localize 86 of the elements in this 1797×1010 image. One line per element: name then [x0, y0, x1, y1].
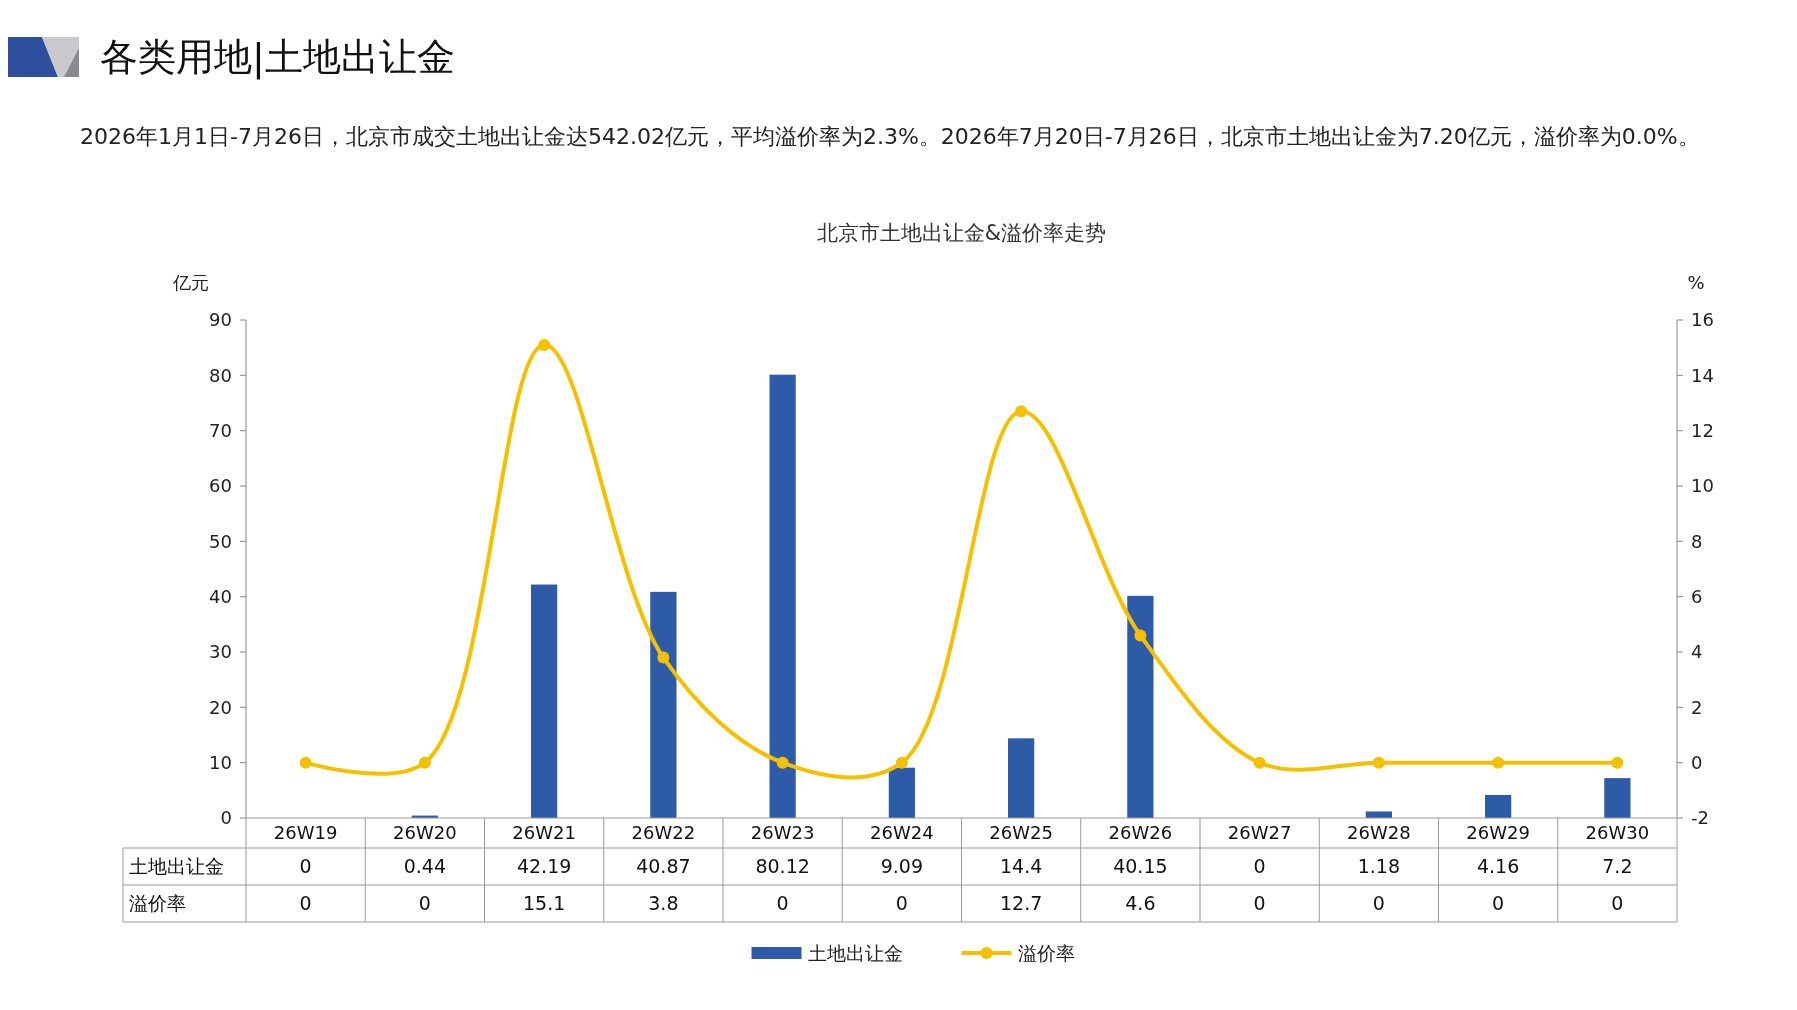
data-label: 7.2 [1602, 855, 1633, 878]
point [1372, 756, 1385, 769]
data-label: 1.18 [1357, 855, 1401, 878]
bar [1485, 794, 1512, 818]
bar [1365, 811, 1392, 818]
data-label: 15.1 [522, 892, 566, 915]
point [1253, 756, 1266, 769]
data-label: 40.87 [636, 855, 691, 878]
x-tick-label: 26W23 [750, 822, 815, 844]
x-tick-label: 26W27 [1227, 822, 1292, 844]
y2-tick-label: -2 [1691, 807, 1709, 829]
y2-tick-label: 0 [1691, 751, 1703, 773]
data-label: 0 [1253, 855, 1266, 878]
point [1015, 405, 1028, 418]
y2-tick-label: 12 [1691, 419, 1714, 441]
data-label: 0 [776, 892, 789, 915]
data-label: 0 [1253, 892, 1266, 915]
point [1134, 629, 1147, 642]
bar [650, 591, 677, 818]
point [776, 756, 789, 769]
x-tick-label: 26W30 [1585, 822, 1650, 844]
data-label: 0 [299, 855, 312, 878]
y-tick-label: 60 [209, 475, 232, 497]
text: 溢价率 [129, 892, 186, 915]
x-tick-label: 26W19 [273, 822, 338, 844]
y2-tick-label: 4 [1691, 641, 1703, 663]
y2-tick-label: 14 [1691, 364, 1714, 386]
x-tick-label: 26W26 [1108, 822, 1173, 844]
data-label: 0 [1611, 892, 1624, 915]
point [299, 756, 312, 769]
data-label: 80.12 [755, 855, 810, 878]
data-label: 0 [1492, 892, 1505, 915]
bar [531, 584, 558, 818]
y-tick-label: 50 [209, 530, 232, 552]
y2-axis-title: % [1687, 272, 1705, 293]
bar [1604, 778, 1631, 818]
data-label: 0 [418, 892, 431, 915]
bar [888, 767, 915, 818]
bar [1127, 595, 1154, 818]
x-tick-label: 26W20 [393, 822, 457, 844]
point [657, 651, 670, 664]
point [1611, 756, 1624, 769]
x-tick-label: 26W21 [512, 822, 576, 844]
x-tick-label: 26W29 [1466, 822, 1530, 844]
point [418, 756, 431, 769]
data-label: 9.09 [880, 855, 924, 878]
bar [1008, 738, 1035, 818]
x-tick-label: 26W24 [870, 822, 934, 844]
y2-tick-label: 2 [1691, 696, 1703, 718]
data-label: 40.15 [1113, 855, 1168, 878]
data-label: 14.4 [999, 855, 1043, 878]
point [895, 756, 908, 769]
y-tick-label: 30 [209, 641, 232, 663]
y-tick-label: 0 [220, 807, 232, 829]
y-tick-label: 20 [209, 696, 232, 718]
legend-label: 土地出让金 [807, 941, 903, 964]
data-label: 0 [299, 892, 312, 915]
data-label: 3.8 [648, 892, 679, 915]
data-label: 12.7 [999, 892, 1043, 915]
point [1492, 756, 1505, 769]
y-tick-label: 10 [209, 751, 232, 773]
chart-title: 各类用地|土地出让金 [100, 35, 455, 80]
x-tick-label: 26W22 [631, 822, 696, 844]
y-tick-label: 70 [209, 419, 232, 441]
y-axis-title: 亿元 [172, 272, 209, 293]
y2-tick-label: 8 [1691, 530, 1703, 552]
data-label: 4.6 [1125, 892, 1156, 915]
x-tick-label: 26W28 [1347, 822, 1411, 844]
text: 土地出让金 [129, 855, 224, 878]
chart-subtitle: 2026年1月1日-7月26日，北京市成交土地出让金达542.02亿元，平均溢价率为2.3%。2026年7月20日-7月26日，北京市土地出让金为7.20亿元，溢价率为0.0%。 [80, 123, 1701, 151]
data-label: 4.16 [1476, 855, 1520, 878]
bar [769, 374, 796, 818]
data-label: 42.19 [516, 855, 572, 878]
legend-label: 溢价率 [1017, 941, 1075, 964]
data-label: 0 [895, 892, 908, 915]
data-label: 0 [1372, 892, 1385, 915]
y2-tick-label: 16 [1691, 309, 1714, 331]
y-tick-label: 90 [209, 309, 232, 331]
y-tick-label: 80 [209, 364, 232, 386]
data-label: 0.44 [403, 855, 447, 878]
x-tick-label: 26W25 [989, 822, 1053, 844]
text: 北京市土地出让金&溢价率走势 [816, 221, 1107, 245]
y2-tick-label: 10 [1691, 475, 1714, 497]
y2-tick-label: 6 [1691, 585, 1703, 607]
point [538, 338, 551, 351]
y-tick-label: 40 [209, 585, 232, 607]
